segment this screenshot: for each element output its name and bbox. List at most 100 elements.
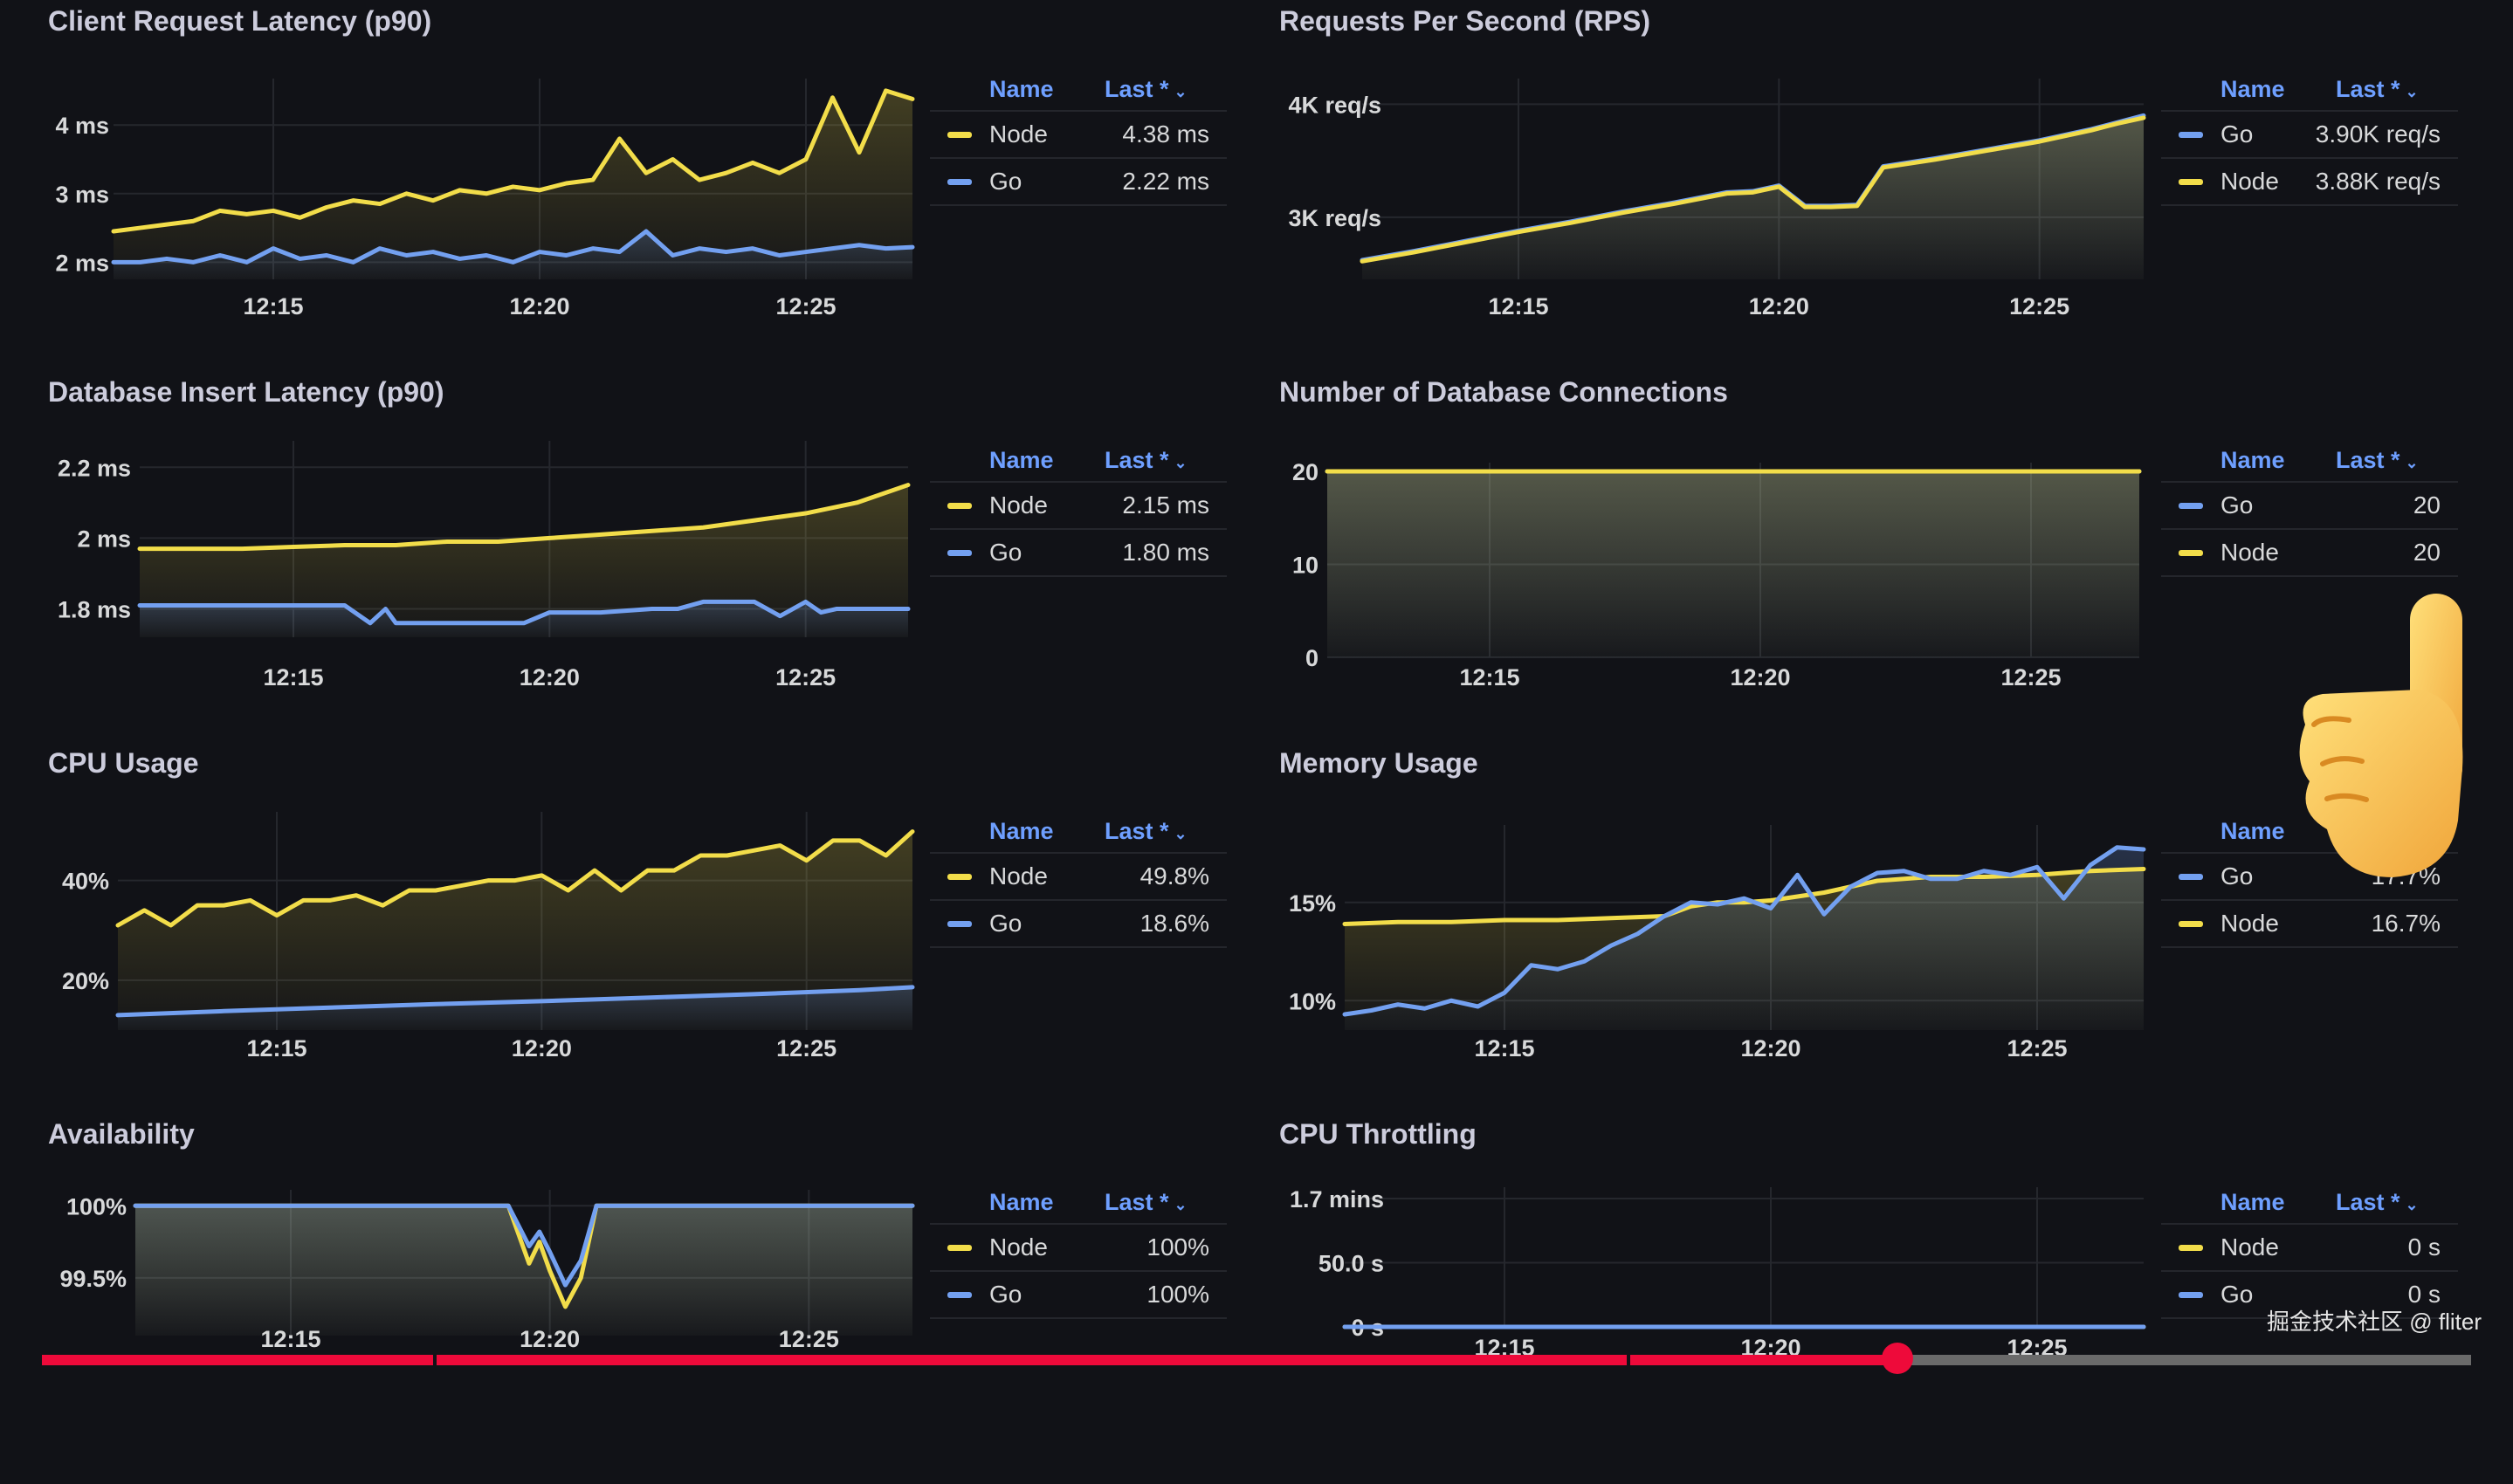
legend-series-value: 100% [1146, 1233, 1209, 1261]
chevron-down-icon: ⌄ [2405, 82, 2419, 100]
legend-header: Name Last * ⌄ [2161, 1181, 2458, 1225]
legend-row-node[interactable]: Node 49.8% [930, 854, 1227, 901]
legend-series-name: Go [989, 168, 1022, 195]
chart-plot[interactable]: 3K req/s 4K req/s 12:15 12:20 12:25 [1231, 0, 2157, 371]
panel-title[interactable]: Requests Per Second (RPS) [1279, 5, 1650, 37]
chart-plot[interactable]: 0 10 20 12:15 12:20 12:25 [1231, 371, 2157, 742]
legend-name-header[interactable]: Name [2220, 446, 2285, 473]
legend-last-header[interactable]: Last * ⌄ [2336, 447, 2458, 474]
legend-row-go[interactable]: Go 20 [2161, 483, 2458, 530]
chart-plot[interactable]: 2 ms 3 ms 4 ms 12:15 12:20 12:25 [0, 0, 926, 371]
x-tick-label: 12:20 [1740, 1035, 1800, 1061]
legend-row-node[interactable]: Node 100% [930, 1225, 1227, 1272]
legend-row-go[interactable]: Go 0 s [2161, 1272, 2458, 1319]
legend-series-name: Node [2220, 1233, 2279, 1261]
panel-title[interactable]: Availability [48, 1118, 195, 1150]
legend-row-node[interactable]: Node 3.88K req/s [2161, 159, 2458, 206]
chart-plot[interactable]: 20% 40% 12:15 12:20 12:25 [0, 742, 926, 1113]
watermark-text: 掘金技术社区 @ fliter [2267, 1309, 2482, 1335]
chart-plot[interactable]: 10% 15% 12:15 12:20 12:25 [1231, 742, 2157, 1113]
y-tick-label: 1.8 ms [58, 597, 131, 623]
legend-series-name: Node [989, 1233, 1048, 1261]
series-area-node [1327, 471, 2139, 657]
panel-database-connections: Number of Database Connections 0 10 20 12:15… [1231, 371, 2471, 742]
legend-series-value: 2.15 ms [1122, 491, 1209, 519]
x-tick-label: 12:25 [776, 1035, 837, 1061]
legend-series-value: 4.38 ms [1122, 120, 1209, 148]
x-tick-label: 12:15 [1459, 664, 1519, 690]
legend-series-value: 20 [2413, 491, 2441, 519]
legend-header: Name Last * ⌄ [930, 810, 1227, 854]
legend-row-go[interactable]: Go 2.22 ms [930, 159, 1227, 206]
legend-swatch [2179, 1291, 2203, 1298]
y-tick-label: 4 ms [55, 113, 109, 139]
legend-name-header[interactable]: Name [989, 817, 1054, 844]
legend-last-header-label: Last * [1105, 446, 1169, 473]
legend-name-header[interactable]: Name [989, 446, 1054, 473]
legend-name-header[interactable]: Name [989, 1188, 1054, 1215]
y-tick-label: 50.0 s [1318, 1250, 1384, 1276]
x-tick-label: 12:25 [2009, 293, 2069, 319]
legend-row-node[interactable]: Node 20 [2161, 530, 2458, 577]
series-line-node [137, 483, 911, 552]
legend-last-header[interactable]: Last * ⌄ [1105, 76, 1227, 103]
legend-name-header[interactable]: Name [2220, 75, 2285, 102]
panel-requests-per-second: Requests Per Second (RPS) 3K req/s 4K req/… [1231, 0, 2471, 371]
legend-name-header[interactable]: Name [2220, 817, 2285, 844]
series-area-go [114, 231, 912, 279]
y-tick-label: 1.7 mins [1290, 1186, 1384, 1213]
legend-table: Name Last * ⌄ Node 2.15 ms Go 1.80 ms [930, 439, 1227, 577]
legend-row-go[interactable]: Go 1.80 ms [930, 530, 1227, 577]
legend-row-node[interactable]: Node 16.7% [2161, 901, 2458, 948]
legend-last-header[interactable]: Last * ⌄ [1105, 818, 1227, 845]
legend-swatch [2179, 502, 2203, 509]
series-line-go [115, 985, 915, 1018]
legend-header: Name Last * ⌄ [2161, 439, 2458, 483]
legend-swatch [947, 920, 972, 927]
legend-series-name: Go [2220, 491, 2254, 519]
legend-row-node[interactable]: Node 2.15 ms [930, 483, 1227, 530]
legend-swatch [2179, 131, 2203, 138]
panel-title[interactable]: Memory Usage [1279, 747, 1478, 779]
legend-name-header[interactable]: Name [2220, 1188, 2285, 1215]
panel-title[interactable]: Number of Database Connections [1279, 376, 1728, 408]
legend-table: Name Last * ⌄ Node 49.8% Go 18.6% [930, 810, 1227, 948]
legend-last-header-label: Last * [1105, 817, 1169, 844]
legend-table: Name Last * ⌄ Go 3.90K req/s Node 3.88K req/s [2161, 68, 2458, 206]
legend-last-header[interactable]: Last * ⌄ [2336, 1189, 2458, 1216]
legend-row-node[interactable]: Node 4.38 ms [930, 112, 1227, 159]
panel-title[interactable]: Database Insert Latency (p90) [48, 376, 444, 408]
legend-last-header[interactable]: Last * ⌄ [2336, 76, 2458, 103]
legend-swatch [947, 549, 972, 556]
legend-swatch [2179, 178, 2203, 185]
legend-series-value: 20 [2413, 539, 2441, 566]
y-tick-label: 3K req/s [1288, 205, 1381, 231]
legend-last-header[interactable]: Last * ⌄ [1105, 1189, 1227, 1216]
y-tick-label: 10 [1292, 553, 1318, 579]
panel-title[interactable]: CPU Usage [48, 747, 199, 779]
y-tick-label: 3 ms [55, 182, 109, 208]
x-tick-label: 12:25 [2007, 1035, 2067, 1061]
legend-row-go[interactable]: Go 100% [930, 1272, 1227, 1319]
legend-last-header[interactable]: Last * ⌄ [1105, 447, 1227, 474]
video-progress-bar[interactable] [42, 1355, 2471, 1365]
x-tick-label: 12:15 [1474, 1035, 1534, 1061]
panel-title[interactable]: CPU Throttling [1279, 1118, 1477, 1150]
legend-swatch [2179, 1244, 2203, 1251]
legend-series-name: Go [2220, 120, 2254, 148]
legend-row-go[interactable]: Go 3.90K req/s [2161, 112, 2458, 159]
video-progress-handle[interactable] [1882, 1343, 1913, 1374]
legend-name-header[interactable]: Name [989, 75, 1054, 102]
legend-series-name: Node [2220, 168, 2279, 195]
series-area-go [140, 601, 908, 637]
legend-header: Name Last * ⌄ [930, 439, 1227, 483]
legend-row-go[interactable]: Go 18.6% [930, 901, 1227, 948]
chart-plot[interactable]: 1.8 ms 2 ms 2.2 ms 12:15 12:20 12:25 [0, 371, 926, 742]
panel-title[interactable]: Client Request Latency (p90) [48, 5, 432, 37]
panel-client-request-latency: Client Request Latency (p90) 2 ms 3 ms 4 ms… [0, 0, 1240, 371]
chevron-down-icon: ⌄ [1174, 1195, 1188, 1213]
chart-plot[interactable]: 99.5%100%12:15 12:20 12:25 [0, 1113, 926, 1484]
legend-row-node[interactable]: Node 0 s [2161, 1225, 2458, 1272]
x-tick-label: 12:25 [775, 664, 836, 690]
